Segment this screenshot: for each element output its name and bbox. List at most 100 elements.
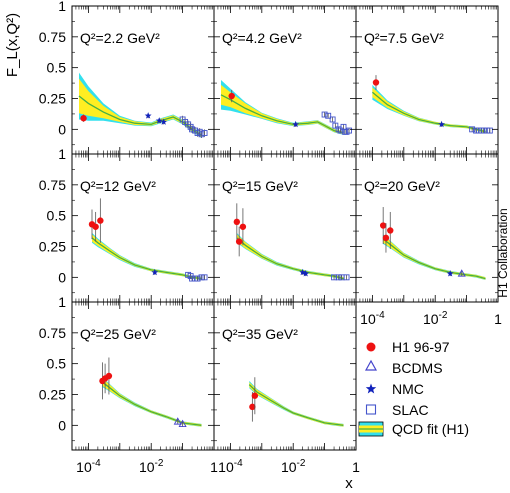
fit-curve <box>102 381 202 426</box>
fit-curve <box>236 237 344 280</box>
point-slac <box>343 274 350 281</box>
point-bcdms <box>457 269 466 277</box>
fit-band-inner <box>92 234 202 280</box>
y-tick-label: 0.75 <box>39 29 66 45</box>
fit-curve <box>248 384 344 426</box>
point-slac <box>189 126 196 133</box>
point-nmc <box>144 112 152 119</box>
legend-label-slac: SLAC <box>392 402 429 418</box>
panel: 10-4 10-2 1 Q²=35 GeV² <box>213 301 360 475</box>
x-tick-label: 1 <box>210 459 218 475</box>
x-tick-label: 10-2 <box>139 458 164 475</box>
point-nmc <box>292 120 300 128</box>
fit-band-outer <box>92 232 202 280</box>
point-bcdms <box>178 419 187 428</box>
legend-marker-h1 <box>366 342 376 352</box>
y-axis-label: F_L(x,Q²) <box>4 13 21 77</box>
y-tick-label: 0 <box>58 269 66 285</box>
panel: Q²=4.2 GeV² <box>213 5 357 155</box>
point-slac <box>346 127 352 134</box>
y-tick-label: 0.5 <box>47 60 67 76</box>
panel-label: Q²=4.2 GeV² <box>222 30 302 46</box>
panel-frame <box>355 153 499 303</box>
legend-marker-nmc <box>365 383 377 394</box>
fit-band-outer <box>102 377 202 427</box>
legend-marker-slac <box>365 404 377 415</box>
panel-label: Q²=15 GeV² <box>222 178 298 194</box>
plot-area <box>371 75 493 134</box>
point-h1 <box>372 79 380 86</box>
y-tick-label: 0.5 <box>47 356 67 372</box>
y-tick-label: 1 <box>58 294 66 310</box>
panel-label: Q²=12 GeV² <box>80 178 156 194</box>
point-slac <box>469 126 476 133</box>
legend-label-h1: H1 96-97 <box>392 339 450 355</box>
panel: 0 0.25 0.5 0.75 1 Q²=2.2 GeV² <box>39 0 215 155</box>
point-slac <box>198 131 205 138</box>
panel-frame <box>71 301 215 451</box>
panels-layer: 0 0.25 0.5 0.75 1 Q²=2.2 GeV² Q²=4.2 GeV² Q²=7.… <box>39 0 502 475</box>
y-tick-label: 1 <box>58 146 66 162</box>
panel: 0 0.25 0.5 0.75 1 10-4 10-2 1 Q²=25 GeV² <box>39 294 218 475</box>
point-h1 <box>251 392 259 399</box>
x-tick-label: 1 <box>494 311 502 327</box>
point-nmc <box>438 120 446 128</box>
x-tick-label: 10-2 <box>281 458 306 475</box>
y-tick-label: 0.25 <box>39 239 66 255</box>
fit-curve <box>382 238 486 280</box>
plot-area <box>248 377 344 427</box>
fit-curve <box>371 91 486 133</box>
side-label: H1 Collaboration <box>496 208 510 297</box>
point-h1 <box>80 115 87 122</box>
panel: 10-4 10-2 1 Q²=20 GeV² <box>355 153 502 327</box>
fit-curve <box>220 94 344 134</box>
point-h1 <box>92 223 99 230</box>
plot-area <box>379 207 486 280</box>
point-bcdms <box>173 417 182 425</box>
y-tick-label: 1 <box>58 0 66 14</box>
point-nmc <box>302 270 310 277</box>
panel: Q²=7.5 GeV² <box>355 5 499 155</box>
fit-band-inner <box>102 378 202 427</box>
fit-band-inner <box>221 84 344 135</box>
y-tick-label: 0.25 <box>39 387 66 403</box>
legend-label-qcd: QCD fit (H1) <box>392 421 469 437</box>
point-h1 <box>382 234 390 242</box>
x-tick-label: 1 <box>352 459 360 475</box>
point-h1 <box>249 403 256 411</box>
y-tick-label: 0.75 <box>39 177 66 193</box>
legend-label-bcdms: BCDMS <box>392 360 443 376</box>
point-slac <box>198 274 205 281</box>
y-tick-label: 0 <box>58 121 66 137</box>
panel-label: Q²=7.5 GeV² <box>364 30 444 46</box>
point-slac <box>321 111 328 118</box>
panel-label: Q²=20 GeV² <box>364 178 440 194</box>
fit-band-outer <box>249 380 344 427</box>
point-slac <box>325 112 332 119</box>
plot-area <box>78 72 208 138</box>
plot-area <box>88 198 208 282</box>
point-h1 <box>233 218 241 226</box>
fit-band-inner <box>372 87 486 133</box>
fit-band-inner <box>249 382 344 427</box>
fit-band-inner <box>383 235 486 280</box>
point-h1 <box>105 372 113 380</box>
point-h1 <box>235 238 243 245</box>
point-h1 <box>228 92 235 100</box>
plot-area <box>233 203 350 281</box>
x-tick-label: 10-4 <box>360 310 385 327</box>
legend-marker-bcdms <box>364 359 378 371</box>
fit-band-inner <box>236 234 344 280</box>
point-slac <box>473 127 480 134</box>
x-tick-label: 10-4 <box>218 458 243 475</box>
panel-label: Q²=2.2 GeV² <box>80 30 160 46</box>
point-slac <box>329 116 336 123</box>
panel-frame <box>213 301 357 451</box>
y-tick-label: 0.5 <box>47 208 67 224</box>
point-slac <box>194 275 201 282</box>
x-tick-label: 10-4 <box>76 458 101 475</box>
point-nmc <box>151 268 159 276</box>
fit-band-outer <box>383 234 486 280</box>
y-tick-label: 0.75 <box>39 325 66 341</box>
